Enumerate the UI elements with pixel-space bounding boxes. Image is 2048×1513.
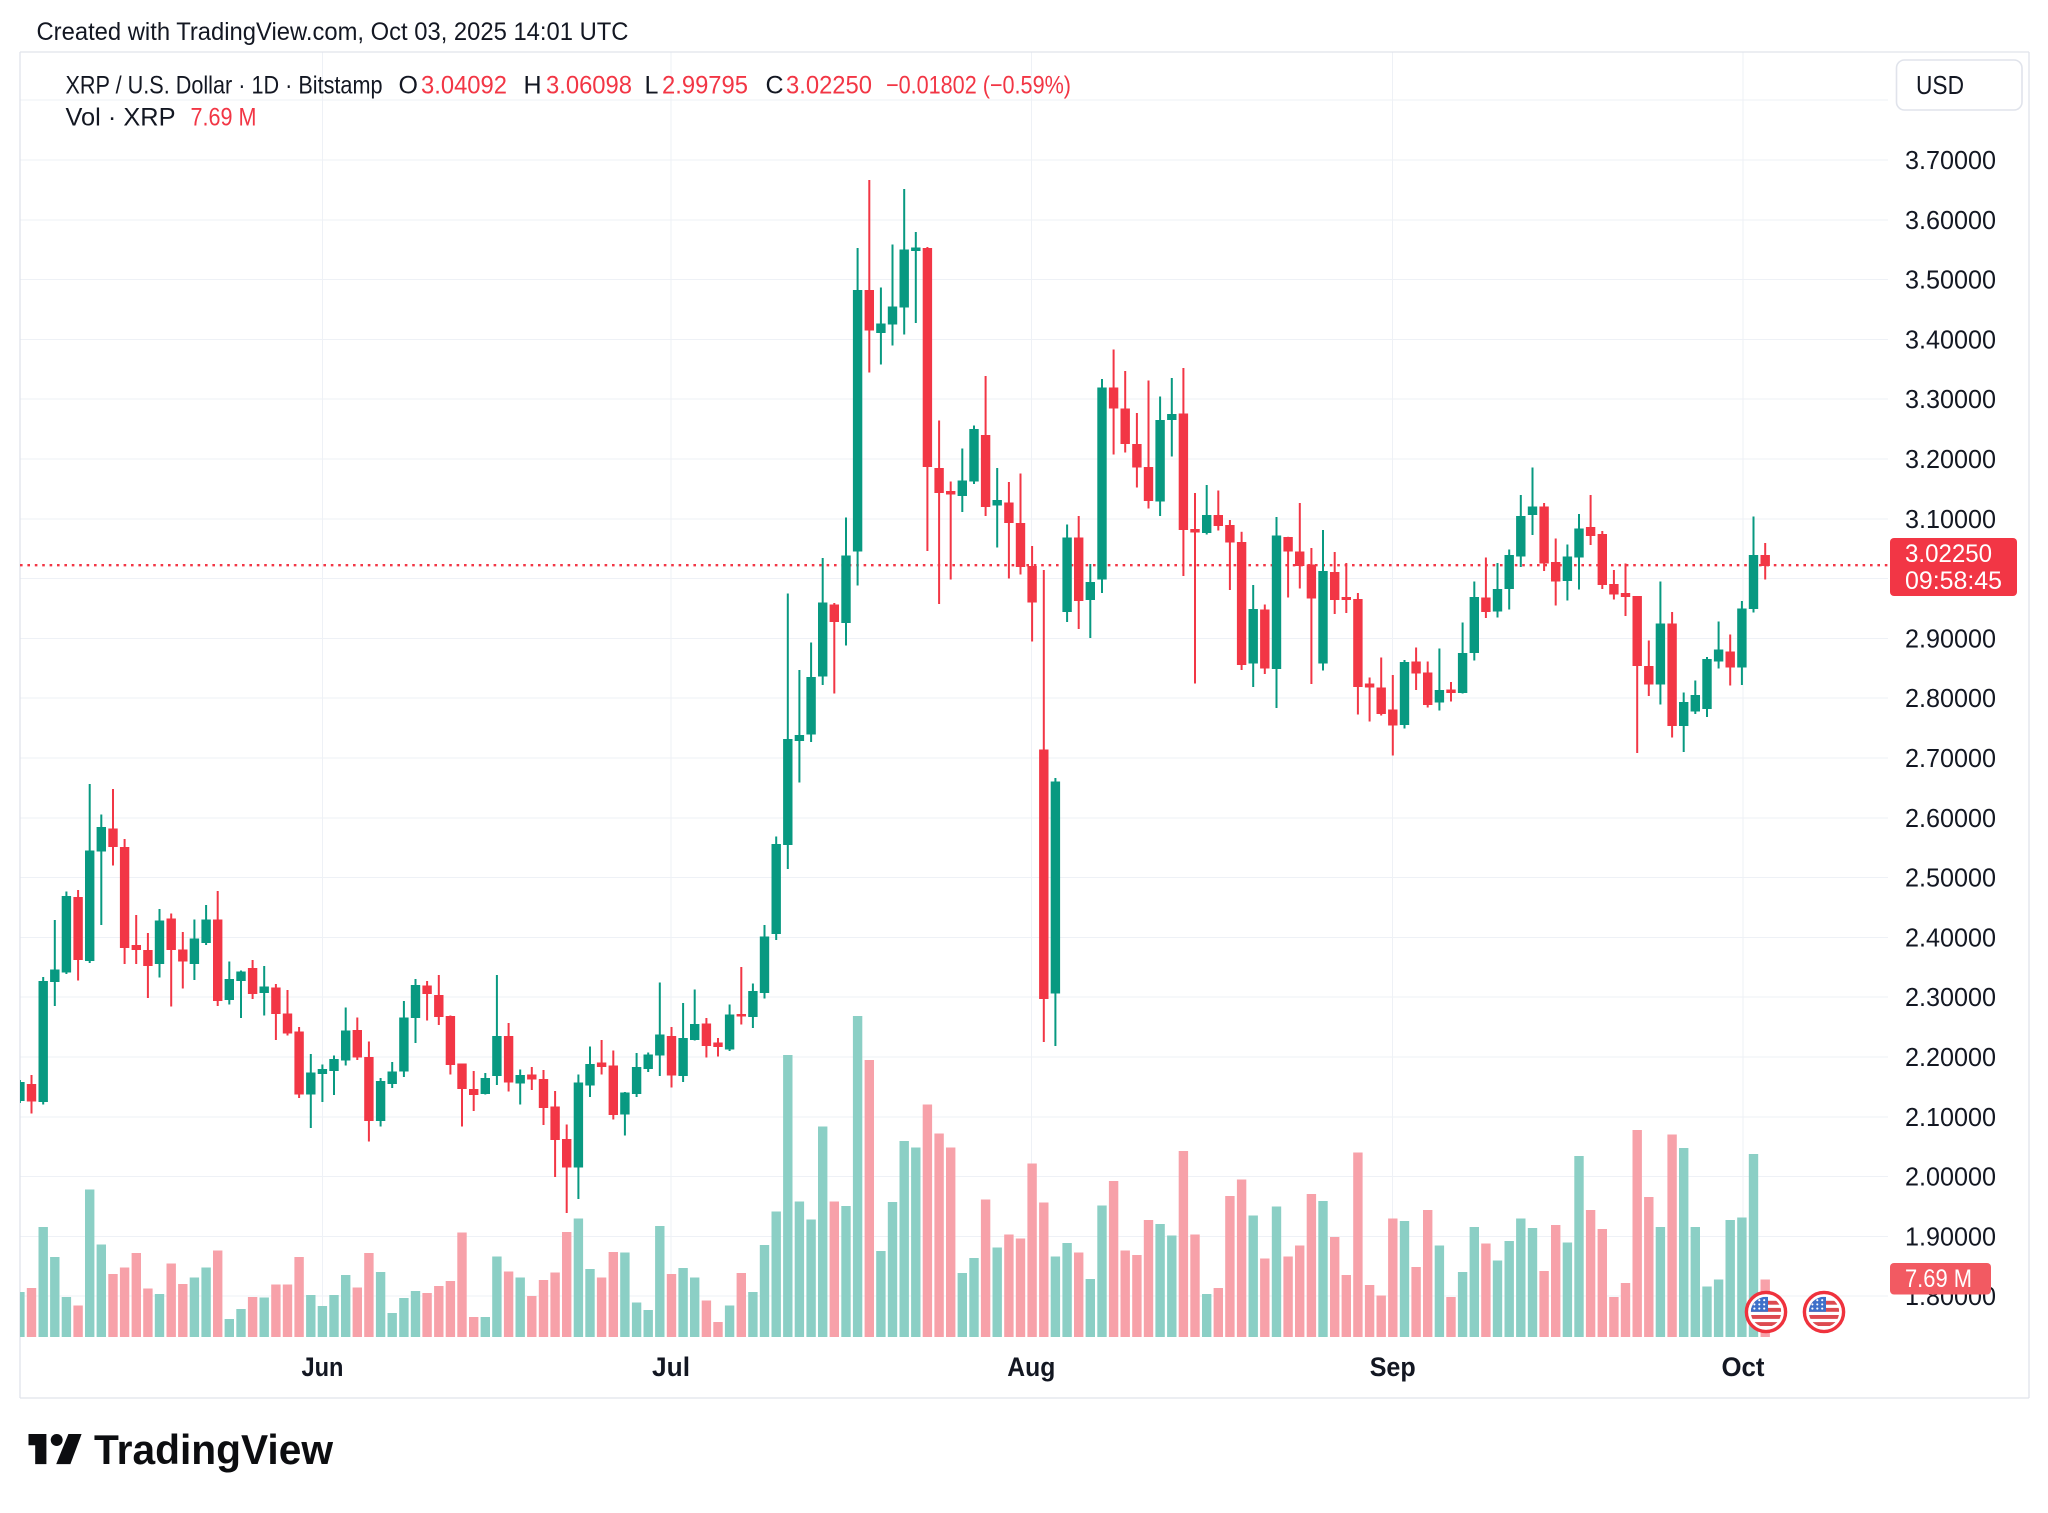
svg-text:2.70000: 2.70000 — [1905, 743, 1996, 773]
svg-text:2.00000: 2.00000 — [1905, 1162, 1996, 1192]
svg-text:Created with TradingView.com,: Created with TradingView.com, Oct 03, 20… — [37, 18, 629, 46]
svg-text:C: C — [766, 72, 784, 100]
svg-text:2.99795: 2.99795 — [662, 72, 748, 100]
svg-text:Sep: Sep — [1370, 1352, 1416, 1382]
svg-text:3.30000: 3.30000 — [1905, 384, 1996, 414]
svg-text:USD: USD — [1916, 70, 1964, 100]
svg-text:7.69 M: 7.69 M — [1905, 1265, 1972, 1293]
svg-text:09:58:45: 09:58:45 — [1905, 567, 2002, 595]
svg-text:−0.01802 (−0.59%): −0.01802 (−0.59%) — [886, 72, 1071, 100]
svg-text:3.70000: 3.70000 — [1905, 145, 1996, 175]
svg-text:2.50000: 2.50000 — [1905, 863, 1996, 893]
svg-text:Aug: Aug — [1007, 1352, 1055, 1382]
svg-text:3.20000: 3.20000 — [1905, 444, 1996, 474]
svg-text:TradingView: TradingView — [94, 1426, 333, 1473]
svg-text:Jun: Jun — [302, 1352, 344, 1382]
svg-text:2.60000: 2.60000 — [1905, 803, 1996, 833]
svg-text:L: L — [645, 72, 659, 100]
svg-text:Jul: Jul — [652, 1352, 690, 1382]
svg-text:3.40000: 3.40000 — [1905, 324, 1996, 354]
svg-text:Oct: Oct — [1722, 1352, 1765, 1382]
svg-text:3.04092: 3.04092 — [421, 72, 507, 100]
svg-text:2.80000: 2.80000 — [1905, 683, 1996, 713]
svg-text:3.02250: 3.02250 — [786, 72, 872, 100]
svg-text:3.10000: 3.10000 — [1905, 504, 1996, 534]
svg-text:2.20000: 2.20000 — [1905, 1042, 1996, 1072]
svg-text:2.30000: 2.30000 — [1905, 982, 1996, 1012]
svg-text:2.10000: 2.10000 — [1905, 1102, 1996, 1132]
svg-text:2.90000: 2.90000 — [1905, 623, 1996, 653]
svg-text:7.69 M: 7.69 M — [191, 104, 257, 132]
svg-text:3.60000: 3.60000 — [1905, 205, 1996, 235]
svg-text:3.06098: 3.06098 — [546, 72, 632, 100]
svg-text:O: O — [399, 72, 418, 100]
svg-text:3.02250: 3.02250 — [1905, 540, 1992, 568]
svg-text:1.90000: 1.90000 — [1905, 1221, 1996, 1251]
svg-text:Vol · XRP: Vol · XRP — [66, 104, 176, 132]
svg-text:2.40000: 2.40000 — [1905, 922, 1996, 952]
svg-text:3.50000: 3.50000 — [1905, 265, 1996, 295]
svg-text:H: H — [524, 72, 542, 100]
svg-text:XRP / U.S. Dollar · 1D · Bitst: XRP / U.S. Dollar · 1D · Bitstamp — [66, 72, 383, 100]
